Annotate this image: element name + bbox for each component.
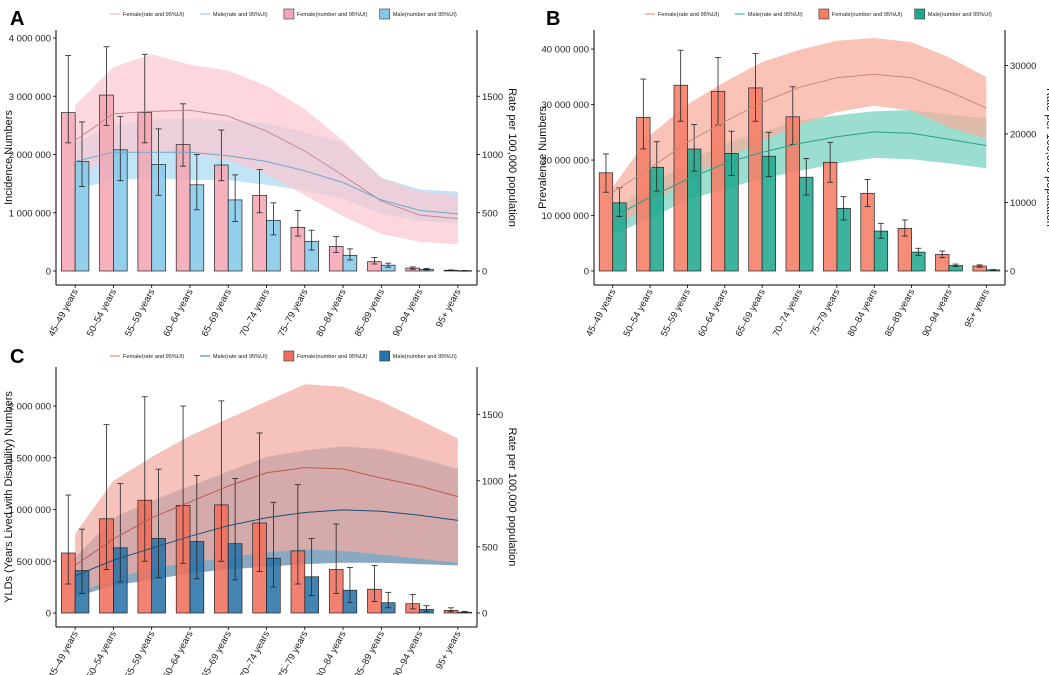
legend-label: Male(number and 95%UI) <box>393 354 457 360</box>
y-tick-label: 3 000 000 <box>9 92 51 103</box>
y-tick-label: 0 <box>46 609 51 620</box>
y-tick-label: 0 <box>584 267 589 278</box>
legend-label: Female(rate and 95%UI) <box>123 12 184 18</box>
legend-key-box <box>283 8 295 20</box>
male-rate-line <box>74 151 458 215</box>
legend-key-box <box>818 8 830 20</box>
legend-label: Male(number and 95%UI) <box>393 12 457 18</box>
y-tick-label: 500 000 <box>17 557 51 568</box>
y2-tick-label: 0 <box>482 267 487 278</box>
legend-key-box <box>914 8 926 20</box>
y-tick-label: 1 000 000 <box>9 505 51 516</box>
y2-tick-label: 1500 <box>482 410 503 421</box>
male-rate-line <box>612 131 987 218</box>
female-rate-ci-band <box>612 38 987 227</box>
y2-axis-title: Rate per 100,000 population <box>1044 88 1049 227</box>
y2-tick-label: 30000 <box>1010 61 1036 72</box>
y2-tick-label: 500 <box>482 208 498 219</box>
legend-label: Female(rate and 95%UI) <box>658 12 719 18</box>
legend: Female(rate and 95%UI) Male(rate and 95%U… <box>110 350 457 362</box>
legend-key-box <box>283 350 295 362</box>
legend-key-box <box>379 8 391 20</box>
y-tick-label: 20 000 000 <box>541 156 589 167</box>
legend-label: Female(number and 95%UI) <box>297 12 368 18</box>
y2-axis-title: Rate per 100,000 population <box>506 88 518 227</box>
male-rate-ci-band <box>612 110 987 235</box>
y2-tick-label: 0 <box>482 609 487 620</box>
y2-axis-title: Rate per 100,000 population <box>506 428 518 567</box>
legend-label: Male(number and 95%UI) <box>928 12 992 18</box>
y-tick-label: 2 000 000 <box>9 402 51 413</box>
legend-label: Female(number and 95%UI) <box>297 354 368 360</box>
y2-tick-label: 500 <box>482 542 498 553</box>
y-tick-label: 10 000 000 <box>541 211 589 222</box>
y2-tick-label: 20000 <box>1010 129 1036 140</box>
y-tick-label: 40 000 000 <box>541 45 589 56</box>
y-tick-label: 1 000 000 <box>9 208 51 219</box>
legend-label: Male(rate and 95%UI) <box>213 12 268 18</box>
y2-tick-label: 1500 <box>482 92 503 103</box>
legend-label: Male(rate and 95%UI) <box>748 12 803 18</box>
y2-tick-label: 0 <box>1010 267 1015 278</box>
y-tick-label: 0 <box>46 267 51 278</box>
y-axis-title: Prevalence Numbers <box>537 106 549 209</box>
panel-c: C Female(rate and 95%UI) Male(rate and 95%… <box>3 346 518 675</box>
female-rate-ci-band <box>75 54 458 245</box>
male-rate-line <box>74 509 458 577</box>
legend-key-box <box>379 350 391 362</box>
panel-letter: B <box>546 8 560 30</box>
y-tick-label: 2 000 000 <box>9 150 51 161</box>
female-rate-line <box>612 73 987 193</box>
y-tick-label: 4 000 000 <box>9 34 51 45</box>
panel-letter: C <box>10 346 24 368</box>
y2-tick-label: 10000 <box>1010 198 1036 209</box>
y-axis-title: Incidence Numbers <box>3 110 15 205</box>
panel-letter: A <box>10 8 24 30</box>
legend-label: Female(rate and 95%UI) <box>123 354 184 360</box>
y2-tick-label: 1000 <box>482 150 503 161</box>
female-rate-line <box>74 109 458 220</box>
legend-label: Female(number and 95%UI) <box>832 12 903 18</box>
y-tick-label: 30 000 000 <box>541 100 589 111</box>
legend-label: Male(rate and 95%UI) <box>213 354 268 360</box>
legend: Female(rate and 95%UI) Male(rate and 95%U… <box>110 8 457 20</box>
female-rate-line <box>74 467 459 566</box>
legend: Female(rate and 95%UI) Male(rate and 95%U… <box>645 8 992 20</box>
y2-tick-label: 1000 <box>482 476 503 487</box>
y-tick-label: 1 500 000 <box>9 453 51 464</box>
y-axis-title: YLDs (Years Lived with Disability) Numbe… <box>3 391 15 603</box>
